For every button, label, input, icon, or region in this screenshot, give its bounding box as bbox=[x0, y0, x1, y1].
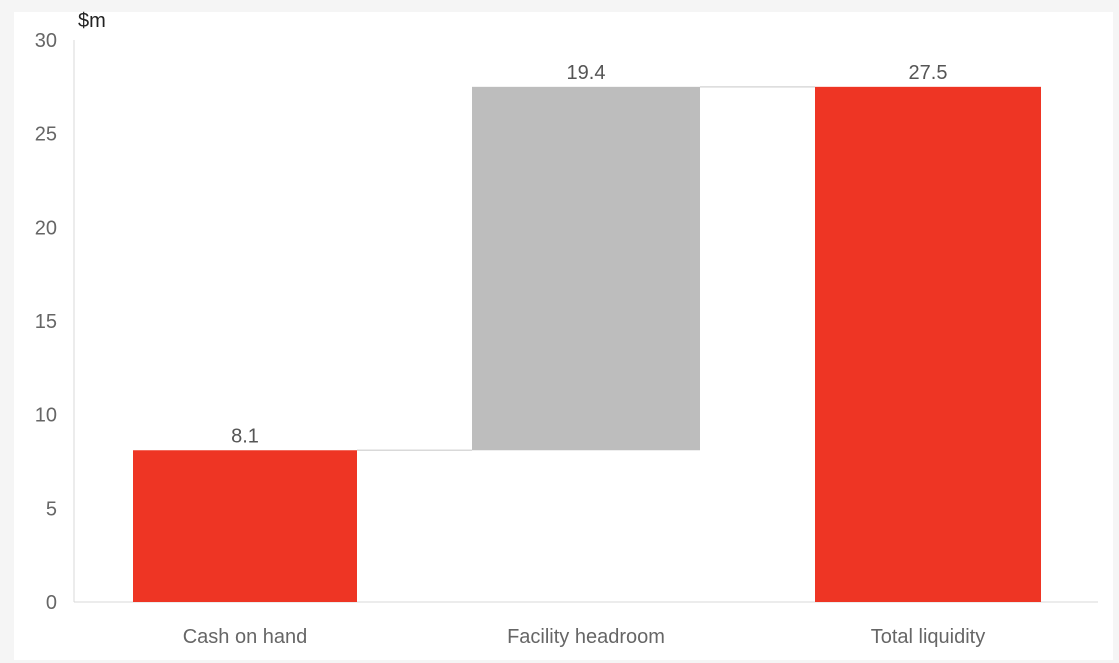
data-label: 8.1 bbox=[231, 425, 259, 447]
y-tick-label: 20 bbox=[35, 217, 57, 239]
data-label: 19.4 bbox=[567, 62, 606, 84]
axes: 0 5 10 15 20 25 30 Cash on hand Facility headroo… bbox=[35, 30, 1098, 648]
bar bbox=[815, 86, 1041, 603]
x-tick-label: Total liquidity bbox=[871, 626, 986, 648]
y-tick-label: 15 bbox=[35, 311, 57, 333]
y-tick-label: 0 bbox=[46, 592, 57, 614]
bar bbox=[472, 86, 700, 451]
y-tick-label: 30 bbox=[35, 30, 57, 52]
bar bbox=[133, 450, 357, 602]
y-tick-label: 5 bbox=[46, 498, 57, 520]
connector-lines bbox=[357, 86, 815, 452]
y-axis-unit-label: $m bbox=[78, 10, 106, 32]
y-tick-label: 10 bbox=[35, 405, 57, 427]
x-tick-label: Cash on hand bbox=[183, 626, 308, 648]
y-tick-label: 25 bbox=[35, 124, 57, 146]
x-tick-label: Facility headroom bbox=[507, 626, 665, 648]
bars bbox=[133, 86, 1041, 603]
data-labels: 8.1 19.4 27.5 bbox=[231, 62, 947, 447]
data-label: 27.5 bbox=[909, 62, 948, 84]
